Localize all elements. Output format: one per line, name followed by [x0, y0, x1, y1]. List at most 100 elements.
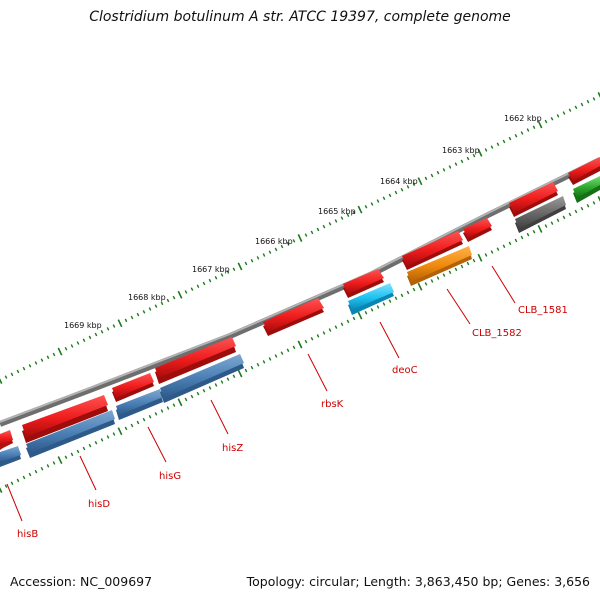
inner-ruler-tick [124, 426, 128, 431]
inner-ruler-tick [472, 258, 476, 263]
inner-ruler-tick [0, 487, 3, 493]
forward-cds-hisB[interactable] [0, 430, 13, 450]
inner-ruler-tick [550, 221, 554, 225]
outer-ruler-tick [586, 99, 590, 104]
inner-ruler-tick [490, 250, 494, 254]
inner-ruler-tick [130, 423, 134, 428]
gene-label-deoC: deoC [392, 365, 418, 376]
outer-ruler-tick [502, 139, 506, 144]
outer-ruler-tick [454, 162, 458, 166]
reverse-cds-green[interactable] [573, 176, 600, 203]
inner-ruler-tick [412, 287, 416, 292]
inner-ruler-tick [388, 299, 392, 303]
inner-ruler-tick [514, 238, 518, 243]
inner-ruler-tick [597, 196, 600, 202]
outer-ruler-tick [184, 290, 188, 294]
reverse-cds-hisD[interactable] [26, 410, 115, 458]
outer-ruler-tick [46, 355, 50, 360]
inner-ruler-tick [466, 261, 470, 266]
inner-ruler-tick [262, 360, 266, 364]
outer-ruler-tick [262, 253, 266, 257]
inner-ruler-tick [46, 464, 50, 468]
forward-strand-genes [0, 157, 600, 450]
inner-ruler-tick [334, 325, 338, 329]
outer-ruler-tick [412, 182, 416, 186]
inner-ruler-tick [292, 345, 296, 350]
outer-ruler-tick [537, 120, 543, 129]
leader-hisG [147, 426, 167, 463]
forward-cds-CLB_1581-partner[interactable] [509, 182, 558, 217]
outer-ruler-tick [526, 128, 530, 132]
inner-ruler-tick [57, 456, 63, 465]
inner-ruler-tick [448, 270, 452, 275]
outer-ruler-tick [508, 136, 512, 141]
outer-ruler-tick [400, 187, 404, 192]
outer-ruler-tick [112, 324, 116, 328]
outer-ruler-tick [472, 153, 476, 158]
outer-ruler-tick [214, 275, 218, 280]
outer-ruler-tick [370, 202, 374, 206]
inner-ruler-tick [226, 377, 230, 381]
inner-ruler-tick [88, 443, 92, 448]
reverse-cds-deoC[interactable] [348, 283, 394, 315]
inner-ruler-tick [592, 201, 596, 205]
outer-ruler-tick [544, 119, 548, 124]
inner-ruler-tick [232, 374, 236, 379]
inner-ruler-tick [484, 253, 488, 257]
forward-cds-small[interactable] [463, 218, 492, 242]
leader-hisB [6, 483, 23, 522]
gene-label-leaders [6, 265, 516, 522]
forward-cds-deoC-partner[interactable] [343, 269, 384, 298]
inner-ruler-tick [256, 362, 260, 367]
reverse-cds-hisG[interactable] [116, 389, 163, 420]
outer-ruler-tick [340, 216, 344, 220]
forward-cds-hisG[interactable] [112, 373, 154, 402]
forward-cds-edge[interactable] [568, 157, 600, 185]
reverse-cds-hisZ[interactable] [160, 354, 244, 403]
outer-ruler-tick [442, 168, 446, 172]
outer-ruler-tick [34, 361, 38, 365]
outer-ruler-tick [556, 114, 560, 118]
reverse-cds-CLB_1581[interactable] [515, 196, 566, 233]
ruler-labels: 1662 kbp 1663 kbp 1664 kbp 1665 kbp 1666… [64, 114, 542, 330]
forward-cds-hisD[interactable] [22, 395, 108, 443]
outer-ruler-tick [477, 148, 483, 157]
outer-ruler-tick [484, 148, 488, 152]
reverse-cds-CLB_1582[interactable] [407, 246, 472, 286]
ruler-label-1663: 1663 kbp [442, 146, 480, 155]
reverse-cds-hisB[interactable] [0, 446, 21, 467]
outer-ruler-tick [160, 301, 164, 306]
outer-ruler-tick [304, 233, 308, 237]
inner-ruler-tick [304, 339, 308, 344]
inner-ruler-tick [244, 368, 248, 373]
inner-ruler-tick [382, 302, 386, 306]
inner-ruler-tick [160, 409, 164, 413]
inner-ruler-tick [352, 316, 356, 321]
forward-cds-hisZ[interactable] [155, 337, 236, 384]
ruler-label-1665: 1665 kbp [318, 207, 356, 216]
inner-ruler-tick [10, 481, 14, 486]
outer-ruler-tick [256, 256, 260, 260]
inner-ruler-tick [76, 449, 80, 454]
outer-ruler-tick [208, 278, 212, 283]
inner-ruler-tick [520, 235, 524, 240]
outer-ruler-ticks [0, 92, 600, 384]
outer-ruler-tick [334, 219, 338, 223]
inner-ruler-tick [196, 391, 200, 396]
inner-ruler-tick [562, 215, 566, 220]
inner-ruler-tick [417, 282, 423, 291]
inner-ruler-tick [316, 334, 320, 338]
inner-ruler-tick [64, 455, 68, 460]
outer-ruler-tick [357, 205, 363, 214]
forward-cds-CLB_1582-partner[interactable] [402, 231, 463, 270]
outer-ruler-tick [406, 185, 410, 189]
outer-ruler-tick [460, 159, 464, 164]
outer-ruler-tick [196, 284, 200, 289]
inner-ruler-tick [28, 472, 32, 477]
outer-ruler-tick [328, 222, 332, 226]
outer-ruler-tick [550, 116, 554, 121]
outer-ruler-tick [4, 375, 8, 379]
forward-cds-rbsK[interactable] [263, 298, 324, 336]
outer-ruler-tick [57, 347, 63, 356]
